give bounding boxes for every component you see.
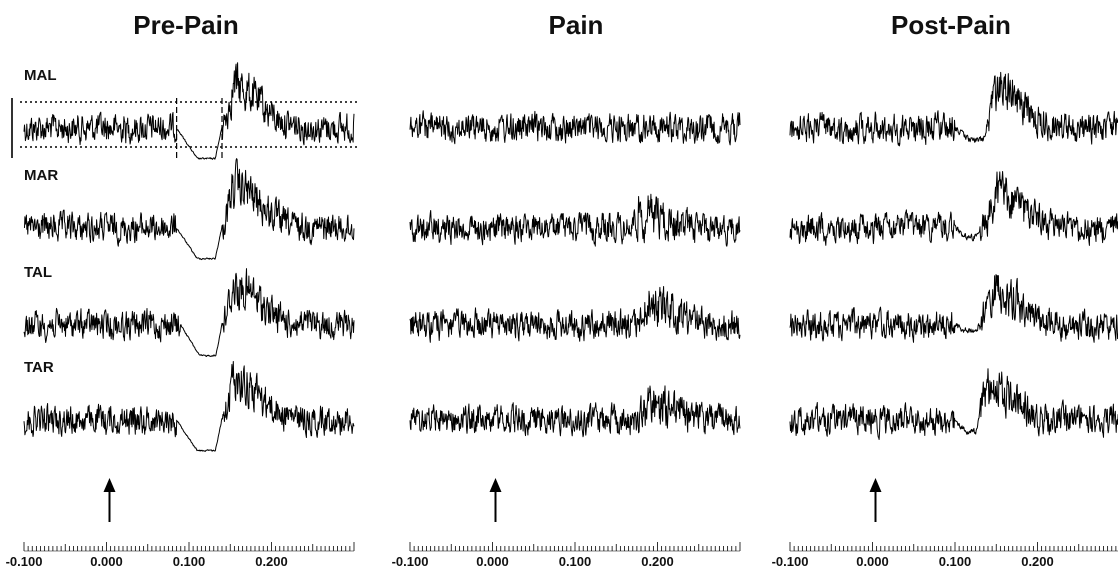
emg-trace-line bbox=[23, 158, 355, 261]
emg-trace-line bbox=[789, 368, 1118, 440]
trace-label: TAR bbox=[24, 359, 54, 376]
stimulus-arrow-head bbox=[103, 478, 116, 492]
emg-trace-line bbox=[409, 385, 741, 438]
emg-trace-line bbox=[789, 71, 1118, 147]
tick-label: 0.100 bbox=[939, 554, 972, 569]
tick-label: 0.200 bbox=[1021, 554, 1054, 569]
stimulus-arrow-head bbox=[489, 478, 502, 492]
tick-label: 0.200 bbox=[641, 554, 674, 569]
panel-title: Pre-Pain bbox=[133, 10, 239, 40]
emg-trace-line bbox=[23, 62, 355, 160]
tick-label: 0.100 bbox=[173, 554, 206, 569]
emg-trace-line bbox=[23, 361, 355, 452]
emg-trace-line bbox=[23, 268, 355, 357]
trace-label: TAL bbox=[24, 264, 52, 281]
tick-label: 0.100 bbox=[559, 554, 592, 569]
panel-title: Pain bbox=[548, 10, 604, 40]
trace-label: MAR bbox=[24, 167, 58, 184]
tick-label: -0.100 bbox=[6, 554, 43, 569]
tick-label: 0.200 bbox=[255, 554, 288, 569]
trace-label: MAL bbox=[24, 67, 57, 84]
emg-trace-line bbox=[409, 286, 741, 343]
panel-post-pain: Post-Pain bbox=[765, 0, 1118, 572]
tick-label: 0.000 bbox=[476, 554, 509, 569]
emg-trace-line bbox=[409, 110, 741, 146]
tick-label: -0.100 bbox=[392, 554, 429, 569]
panel-pre-pain: Pre-Pain bbox=[0, 0, 372, 572]
panel-pain: Pain bbox=[390, 0, 762, 572]
tick-label: -0.100 bbox=[772, 554, 809, 569]
tick-label: 0.000 bbox=[856, 554, 889, 569]
emg-trace-line bbox=[409, 193, 741, 247]
emg-trace-line bbox=[789, 171, 1118, 246]
stimulus-arrow-head bbox=[869, 478, 882, 492]
emg-trace-line bbox=[789, 274, 1118, 343]
tick-label: 0.000 bbox=[90, 554, 123, 569]
panel-title: Post-Pain bbox=[891, 10, 1011, 40]
